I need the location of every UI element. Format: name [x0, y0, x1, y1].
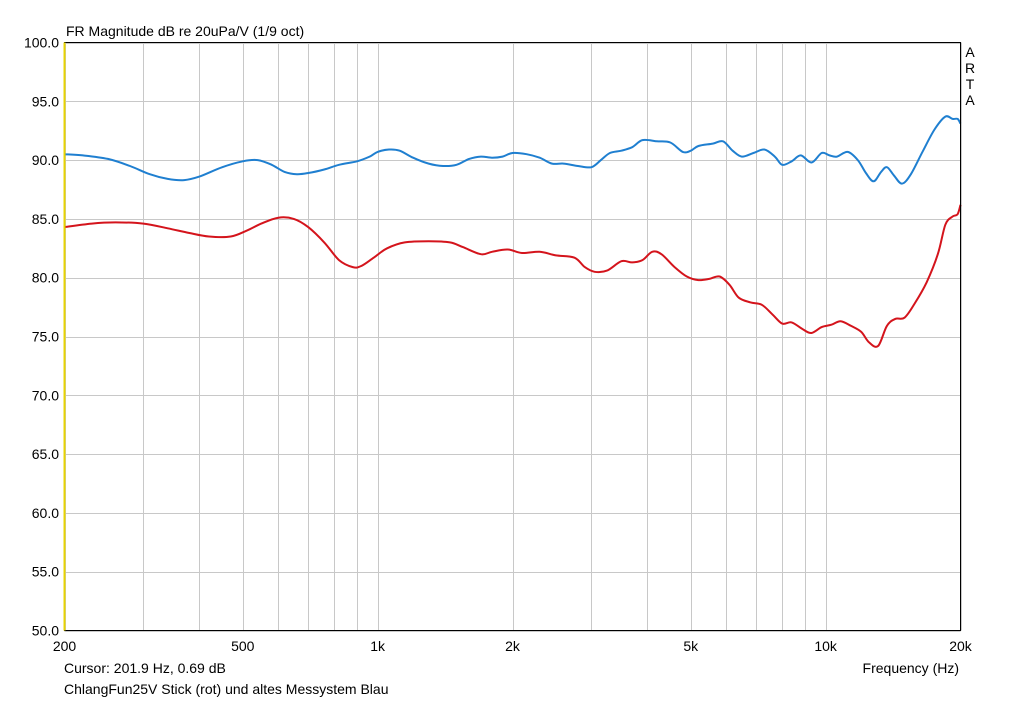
x-tick-label: 500 [231, 638, 255, 654]
y-tick-labels: 100.0 95.0 90.0 85.0 80.0 75.0 70.0 65.0 60.0 55.… [24, 35, 59, 639]
grid-lines [64, 42, 962, 632]
y-tick-label: 90.0 [32, 152, 59, 168]
chart-caption: ChlangFun25V Stick (rot) und altes Messy… [64, 681, 388, 697]
watermark-letter: R [965, 60, 975, 76]
x-tick-label: 200 [53, 638, 77, 654]
y-tick-label: 100.0 [24, 35, 59, 51]
y-tick-label: 95.0 [32, 93, 59, 109]
y-tick-label: 80.0 [32, 270, 59, 286]
series-layer [64, 115, 962, 348]
watermark-letter: A [965, 92, 975, 108]
series-line-blue [64, 115, 962, 185]
watermark-letter: A [965, 44, 975, 60]
x-tick-label: 1k [370, 638, 386, 654]
y-tick-label: 70.0 [32, 387, 59, 403]
watermark-letter: T [966, 76, 975, 92]
y-tick-label: 75.0 [32, 329, 59, 345]
x-tick-label: 10k [814, 638, 838, 654]
chart-title: FR Magnitude dB re 20uPa/V (1/9 oct) [66, 23, 304, 39]
x-tick-label: 2k [505, 638, 521, 654]
y-tick-label: 55.0 [32, 564, 59, 580]
y-tick-label: 65.0 [32, 446, 59, 462]
y-tick-label: 85.0 [32, 211, 59, 227]
y-tick-label: 60.0 [32, 505, 59, 521]
x-tick-labels: 200 500 1k 2k 5k 10k 20k [53, 638, 973, 654]
x-tick-label: 20k [949, 638, 973, 654]
cursor-readout: Cursor: 201.9 Hz, 0.69 dB [64, 660, 226, 676]
y-tick-label: 50.0 [32, 623, 59, 639]
x-tick-label: 5k [683, 638, 699, 654]
x-axis-label: Frequency (Hz) [863, 660, 959, 676]
series-line-red [64, 204, 962, 348]
